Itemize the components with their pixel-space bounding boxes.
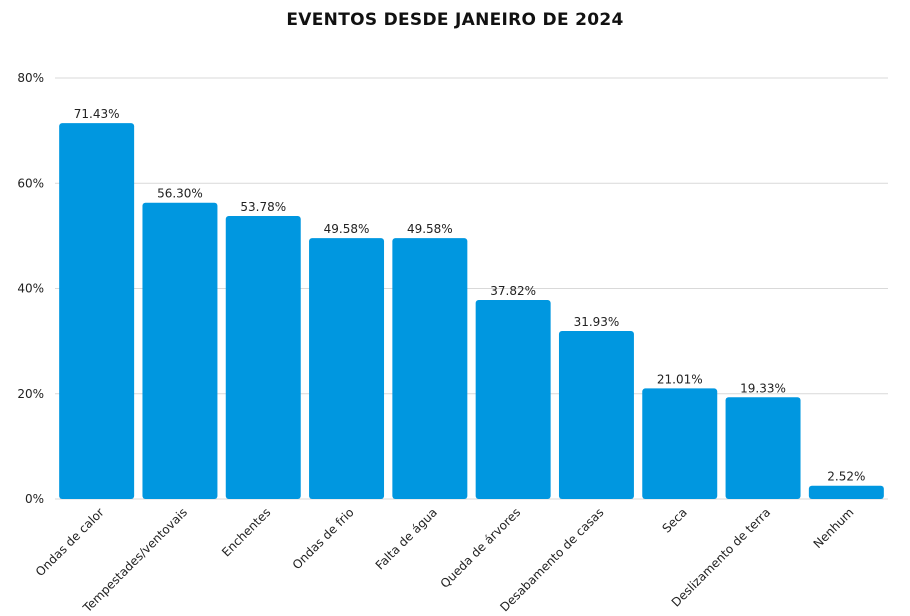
bar (142, 202, 218, 499)
bar (225, 215, 301, 499)
x-tick-label: Nenhum (811, 505, 857, 551)
bar (725, 397, 801, 499)
data-label: 31.93% (574, 315, 620, 329)
y-tick-label: 0% (25, 492, 44, 506)
data-labels: 71.43% 56.30% 53.78% 49.58% 49.58% 37.82% 31.9… (74, 107, 866, 484)
data-label: 37.82% (490, 284, 536, 298)
y-axis-ticks: 0% 20% 40% 60% 80% (17, 71, 44, 506)
data-label: 19.33% (740, 381, 786, 395)
bar (59, 123, 135, 500)
x-tick-label: Falta de água (373, 505, 440, 572)
y-tick-label: 80% (17, 71, 44, 85)
data-label: 49.58% (324, 222, 370, 236)
bar (558, 330, 634, 499)
bar (642, 388, 718, 499)
bar (392, 238, 468, 499)
data-label: 53.78% (240, 200, 286, 214)
y-tick-label: 60% (17, 176, 44, 190)
x-tick-label: Ondas de calor (33, 505, 107, 579)
data-label: 2.52% (827, 470, 865, 484)
y-tick-label: 20% (17, 387, 44, 401)
bar (309, 238, 385, 499)
x-tick-label: Ondas de frio (290, 505, 357, 572)
x-tick-label: Deslizamento de terra (669, 505, 773, 609)
x-tick-label: Enchentes (219, 505, 273, 559)
bars (59, 123, 884, 500)
bar (475, 299, 551, 499)
data-label: 21.01% (657, 372, 703, 386)
x-tick-label: Seca (659, 505, 689, 535)
x-tick-label: Queda de árvores (438, 505, 524, 591)
data-label: 49.58% (407, 222, 453, 236)
chart-title: EVENTOS DESDE JANEIRO DE 2024 (286, 10, 624, 30)
y-tick-label: 40% (17, 282, 44, 296)
data-label: 56.30% (157, 187, 203, 201)
data-label: 71.43% (74, 107, 120, 121)
bar (808, 485, 884, 499)
